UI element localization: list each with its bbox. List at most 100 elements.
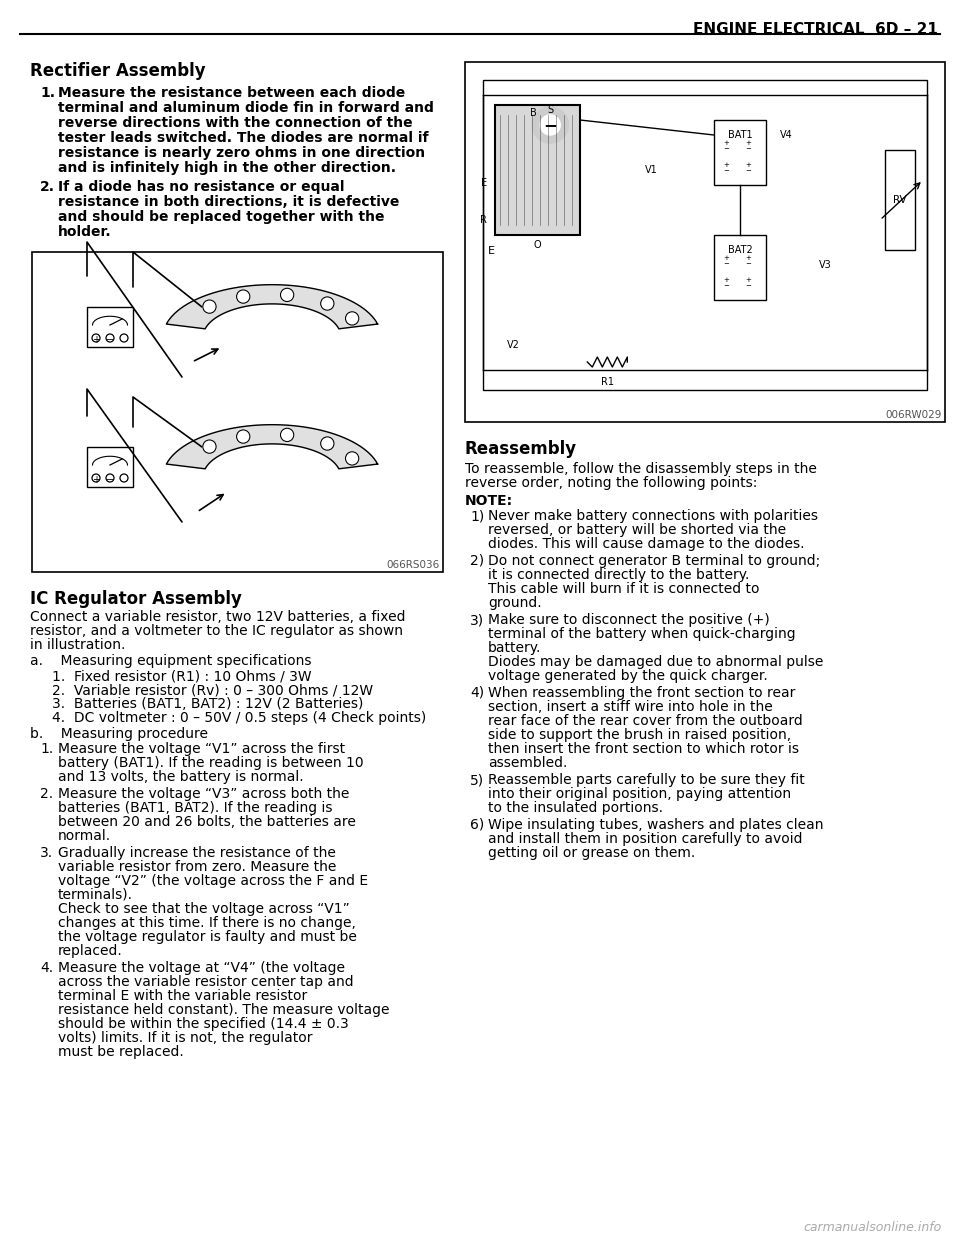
Text: rear face of the rear cover from the outboard: rear face of the rear cover from the out…	[488, 714, 803, 728]
Text: 3): 3)	[470, 614, 484, 627]
Polygon shape	[166, 284, 377, 329]
Text: V4: V4	[780, 130, 792, 140]
Text: 3.: 3.	[40, 846, 53, 859]
Text: BAT2: BAT2	[728, 245, 753, 255]
Circle shape	[719, 274, 732, 289]
Text: 2.: 2.	[40, 180, 55, 194]
Text: and is infinitely high in the other direction.: and is infinitely high in the other dire…	[58, 161, 396, 175]
Text: holder.: holder.	[58, 225, 111, 238]
Text: Connect a variable resistor, two 12V batteries, a fixed: Connect a variable resistor, two 12V bat…	[30, 610, 405, 623]
Text: reverse directions with the connection of the: reverse directions with the connection o…	[58, 116, 413, 130]
Text: Do not connect generator B terminal to ground;: Do not connect generator B terminal to g…	[488, 554, 820, 568]
Text: Measure the voltage “V3” across both the: Measure the voltage “V3” across both the	[58, 787, 349, 801]
Text: should be within the specified (14.4 ± 0.3: should be within the specified (14.4 ± 0…	[58, 1017, 348, 1031]
Text: 066RS036: 066RS036	[387, 560, 440, 570]
Circle shape	[346, 452, 359, 465]
Circle shape	[280, 428, 294, 442]
Text: terminal of the battery when quick-charging: terminal of the battery when quick-charg…	[488, 627, 796, 641]
Circle shape	[280, 288, 294, 302]
Bar	[885, 150, 915, 250]
Text: reverse order, noting the following points:: reverse order, noting the following poin…	[465, 476, 757, 491]
Text: 4.: 4.	[40, 961, 53, 975]
Circle shape	[741, 138, 755, 152]
Text: 1): 1)	[470, 509, 484, 523]
Text: Check to see that the voltage across “V1”: Check to see that the voltage across “V1…	[58, 902, 349, 917]
Text: V2: V2	[507, 340, 519, 350]
Circle shape	[741, 160, 755, 174]
Text: then insert the front section to which rotor is: then insert the front section to which r…	[488, 741, 799, 756]
Text: 1.  Fixed resistor (R1) : 10 Ohms / 3W: 1. Fixed resistor (R1) : 10 Ohms / 3W	[52, 669, 312, 683]
Text: normal.: normal.	[58, 828, 111, 843]
Text: and install them in position carefully to avoid: and install them in position carefully t…	[488, 832, 803, 846]
Text: 2.  Variable resistor (Rv) : 0 – 300 Ohms / 12W: 2. Variable resistor (Rv) : 0 – 300 Ohms…	[52, 683, 373, 697]
Text: +: +	[745, 277, 751, 283]
Bar	[87, 307, 133, 347]
Circle shape	[719, 138, 732, 152]
Bar	[32, 252, 443, 573]
Text: −: −	[543, 116, 557, 134]
Text: RV: RV	[893, 195, 907, 205]
Text: R: R	[480, 215, 487, 225]
Text: 4): 4)	[470, 686, 484, 700]
Text: 1.: 1.	[40, 86, 55, 101]
Text: 5): 5)	[470, 773, 484, 787]
Text: reversed, or battery will be shorted via the: reversed, or battery will be shorted via…	[488, 523, 786, 537]
Text: +: +	[745, 161, 751, 168]
Circle shape	[741, 253, 755, 267]
Text: B: B	[530, 108, 537, 118]
Text: carmanualsonline.info: carmanualsonline.info	[804, 1221, 942, 1235]
Text: must be replaced.: must be replaced.	[58, 1045, 183, 1059]
Text: +: +	[723, 140, 729, 147]
Text: in illustration.: in illustration.	[30, 638, 126, 652]
Circle shape	[813, 253, 837, 277]
Text: terminal E with the variable resistor: terminal E with the variable resistor	[58, 989, 307, 1004]
Text: Measure the resistance between each diode: Measure the resistance between each diod…	[58, 86, 405, 101]
Circle shape	[203, 440, 216, 453]
Text: +: +	[745, 255, 751, 261]
Text: 6): 6)	[470, 818, 484, 832]
Text: replaced.: replaced.	[58, 944, 123, 958]
Circle shape	[741, 274, 755, 289]
Circle shape	[774, 123, 798, 147]
Text: −: −	[745, 168, 751, 174]
Text: Diodes may be damaged due to abnormal pulse: Diodes may be damaged due to abnormal pu…	[488, 655, 824, 669]
Text: 3.  Batteries (BAT1, BAT2) : 12V (2 Batteries): 3. Batteries (BAT1, BAT2) : 12V (2 Batte…	[52, 697, 364, 710]
Text: +: +	[723, 255, 729, 261]
Text: across the variable resistor center tap and: across the variable resistor center tap …	[58, 975, 353, 989]
Text: to the insulated portions.: to the insulated portions.	[488, 801, 663, 815]
Text: batteries (BAT1, BAT2). If the reading is: batteries (BAT1, BAT2). If the reading i…	[58, 801, 332, 815]
Text: tester leads switched. The diodes are normal if: tester leads switched. The diodes are no…	[58, 130, 428, 145]
Text: resistance is nearly zero ohms in one direction: resistance is nearly zero ohms in one di…	[58, 147, 425, 160]
Text: voltage “V2” (the voltage across the F and E: voltage “V2” (the voltage across the F a…	[58, 874, 368, 888]
Text: +: +	[723, 277, 729, 283]
Text: Measure the voltage “V1” across the first: Measure the voltage “V1” across the firs…	[58, 741, 346, 756]
Text: 1.: 1.	[40, 741, 53, 756]
Text: and 13 volts, the battery is normal.: and 13 volts, the battery is normal.	[58, 770, 303, 784]
Text: R1: R1	[601, 378, 613, 388]
Text: voltage generated by the quick charger.: voltage generated by the quick charger.	[488, 669, 768, 683]
Circle shape	[639, 158, 663, 183]
Text: section, insert a stiff wire into hole in the: section, insert a stiff wire into hole i…	[488, 700, 773, 714]
Text: O: O	[534, 240, 541, 250]
Text: Make sure to disconnect the positive (+): Make sure to disconnect the positive (+)	[488, 614, 770, 627]
Text: a.    Measuring equipment specifications: a. Measuring equipment specifications	[30, 655, 311, 668]
Circle shape	[321, 297, 334, 310]
Text: To reassemble, follow the disassembly steps in the: To reassemble, follow the disassembly st…	[465, 462, 817, 476]
Bar	[87, 447, 133, 487]
Text: Wipe insulating tubes, washers and plates clean: Wipe insulating tubes, washers and plate…	[488, 818, 824, 832]
Text: V3: V3	[819, 260, 831, 270]
Text: −: −	[723, 283, 729, 289]
Text: battery.: battery.	[488, 641, 541, 655]
Text: resistance in both directions, it is defective: resistance in both directions, it is def…	[58, 195, 399, 209]
Text: S: S	[547, 106, 553, 116]
Text: −: −	[106, 335, 114, 345]
Bar	[465, 62, 945, 422]
Text: and should be replaced together with the: and should be replaced together with the	[58, 210, 385, 224]
Text: terminals).: terminals).	[58, 888, 133, 902]
Text: −: −	[723, 147, 729, 152]
Text: getting oil or grease on them.: getting oil or grease on them.	[488, 846, 695, 859]
Text: volts) limits. If it is not, the regulator: volts) limits. If it is not, the regulat…	[58, 1031, 313, 1045]
Bar	[714, 235, 766, 301]
Text: If a diode has no resistance or equal: If a diode has no resistance or equal	[58, 180, 345, 194]
Text: −: −	[745, 261, 751, 267]
